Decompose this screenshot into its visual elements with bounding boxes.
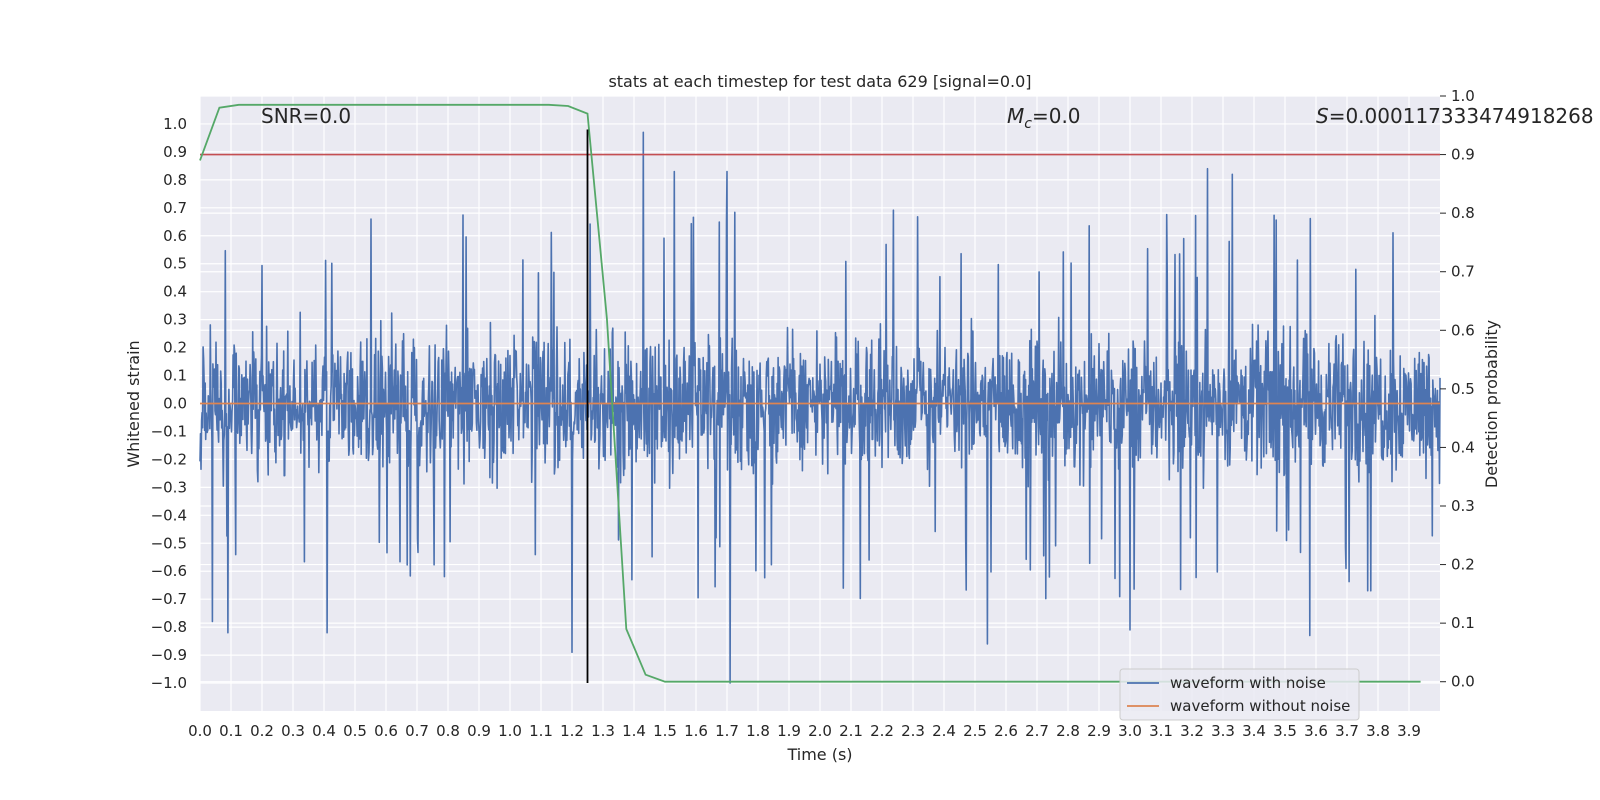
s-annotation: S=0.000117333474918268 <box>1316 104 1594 128</box>
x-tick-label: 2.4 <box>932 722 956 740</box>
x-tick-label: 3.4 <box>1242 722 1266 740</box>
x-tick-label: 0.9 <box>467 722 491 740</box>
x-tick-label: 1.8 <box>746 722 770 740</box>
y-tick-label: 0.0 <box>163 395 187 413</box>
x-tick-label: 2.7 <box>1025 722 1049 740</box>
x-tick-label: 3.6 <box>1304 722 1328 740</box>
x-tick-label: 3.5 <box>1273 722 1297 740</box>
series-layer <box>199 103 1441 684</box>
y-tick-label: 0.2 <box>163 339 187 357</box>
y2-tick-label: 0.8 <box>1451 204 1475 222</box>
x-tick-label: 2.1 <box>839 722 863 740</box>
x-tick-label: 3.9 <box>1397 722 1421 740</box>
x-tick-label: 0.4 <box>312 722 336 740</box>
y-tick-label: −1.0 <box>151 674 187 692</box>
x-tick-label: 2.6 <box>994 722 1018 740</box>
chirp-mass-annotation: Mc=0.0 <box>1007 104 1081 132</box>
s-symbol: S <box>1316 104 1329 128</box>
y2-tick-label: 0.3 <box>1451 497 1475 515</box>
y-tick-label: −0.1 <box>151 422 187 440</box>
x-tick-label: 1.9 <box>777 722 801 740</box>
y-tick-label: 0.9 <box>163 143 187 161</box>
x-tick-label: 1.1 <box>529 722 553 740</box>
legend-label-clean: waveform without noise <box>1170 697 1350 715</box>
x-tick-label: 0.7 <box>405 722 429 740</box>
y-tick-label: 0.1 <box>163 367 187 385</box>
y-tick-label: −0.7 <box>151 590 187 608</box>
x-tick-label: 0.0 <box>188 722 212 740</box>
y-tick-label: −0.8 <box>151 618 187 636</box>
x-tick-label: 3.8 <box>1366 722 1390 740</box>
x-tick-label: 3.2 <box>1180 722 1204 740</box>
x-tick-label: 2.0 <box>808 722 832 740</box>
x-tick-label: 0.6 <box>374 722 398 740</box>
y-tick-label: −0.4 <box>151 506 187 524</box>
chart-title: stats at each timestep for test data 629… <box>608 72 1031 91</box>
y-tick-label: 0.8 <box>163 171 187 189</box>
y2-tick-label: 0.5 <box>1451 380 1475 398</box>
legend: waveform with noise waveform without noi… <box>1119 668 1360 721</box>
legend-box <box>1119 668 1360 721</box>
series-detection-probability <box>199 103 1421 683</box>
x-tick-label: 3.0 <box>1118 722 1142 740</box>
series-waveform-with-noise <box>199 131 1441 684</box>
snr-annotation: SNR=0.0 <box>261 104 351 128</box>
x-tick-label: 2.2 <box>870 722 894 740</box>
x-tick-label: 2.8 <box>1056 722 1080 740</box>
y2-tick-label: 0.2 <box>1451 556 1475 574</box>
y-tick-label: −0.2 <box>151 450 187 468</box>
x-tick-label: 1.4 <box>622 722 646 740</box>
s-overlap-digit: 8 <box>1581 104 1594 128</box>
y2-tick-label: 1.0 <box>1451 87 1475 105</box>
y-tick-label: −0.5 <box>151 534 187 552</box>
y-tick-label: 0.6 <box>163 227 187 245</box>
y-tick-label: 0.5 <box>163 255 187 273</box>
y2-tick-label: 0.7 <box>1451 263 1475 281</box>
y2-tick-label: 0.0 <box>1451 673 1475 691</box>
x-axis-label: Time (s) <box>786 745 852 764</box>
x-tick-label: 3.3 <box>1211 722 1235 740</box>
x-tick-label: 1.2 <box>560 722 584 740</box>
y-tick-label: 0.4 <box>163 283 187 301</box>
x-tick-label: 0.8 <box>436 722 460 740</box>
y2-tick-label: 0.6 <box>1451 321 1475 339</box>
s-value: =0.00011733347491826 <box>1329 104 1581 128</box>
x-tick-label: 2.5 <box>963 722 987 740</box>
x-tick-label: 0.2 <box>250 722 274 740</box>
x-tick-label: 1.3 <box>591 722 615 740</box>
x-tick-label: 3.1 <box>1149 722 1173 740</box>
x-tick-label: 3.7 <box>1335 722 1359 740</box>
tick-labels: 0.0 0.1 0.2 0.3 0.4 0.5 0.6 0.7 0.8 0.9 1.0 1.1 1.2 1… <box>151 87 1475 740</box>
y-tick-label: 0.7 <box>163 199 187 217</box>
legend-label-noise: waveform with noise <box>1170 674 1326 692</box>
y2-tick-label: 0.4 <box>1451 438 1475 456</box>
x-tick-label: 2.9 <box>1087 722 1111 740</box>
x-tick-label: 0.1 <box>219 722 243 740</box>
y-tick-label: −0.6 <box>151 562 187 580</box>
chirp-mass-value: =0.0 <box>1032 104 1081 128</box>
x-tick-label: 0.5 <box>343 722 367 740</box>
x-tick-label: 0.3 <box>281 722 305 740</box>
x-tick-label: 1.5 <box>653 722 677 740</box>
y-axis-label: Whitened strain <box>124 340 143 467</box>
y2-tick-label: 0.1 <box>1451 614 1475 632</box>
y2-axis-label: Detection probability <box>1482 320 1501 488</box>
y-tick-label: −0.3 <box>151 478 187 496</box>
y-tick-label: 0.3 <box>163 311 187 329</box>
x-tick-label: 1.0 <box>498 722 522 740</box>
x-tick-label: 1.6 <box>684 722 708 740</box>
y-tick-label: −0.9 <box>151 646 187 664</box>
chirp-mass-symbol: M <box>1007 104 1024 128</box>
y-tick-label: 1.0 <box>163 115 187 133</box>
chirp-mass-subscript: c <box>1024 116 1032 132</box>
x-tick-label: 1.7 <box>715 722 739 740</box>
x-tick-label: 2.3 <box>901 722 925 740</box>
y2-tick-label: 0.9 <box>1451 146 1475 164</box>
